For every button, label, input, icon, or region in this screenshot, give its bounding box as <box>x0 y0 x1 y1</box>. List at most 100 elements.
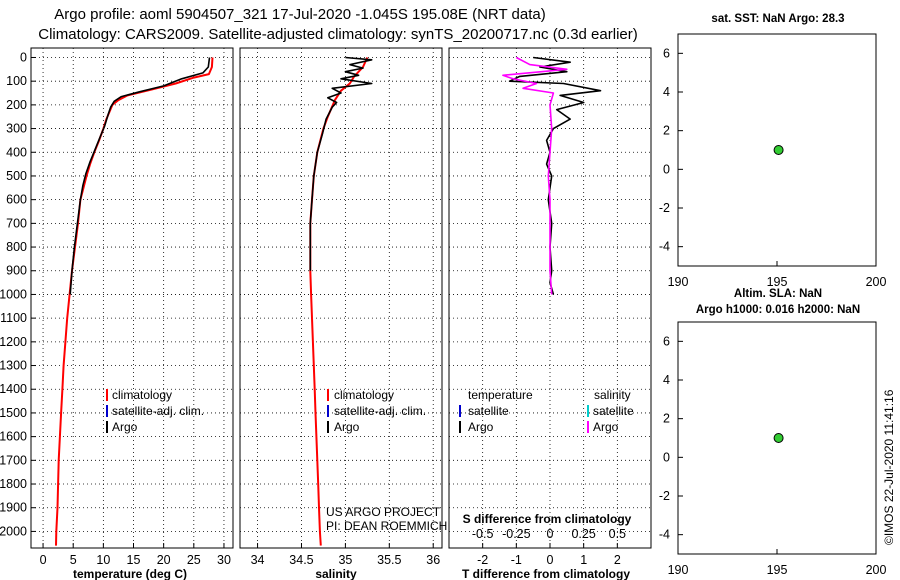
difference-legend: temperature salinity satellite Argo sate… <box>459 388 634 434</box>
data-point-marker <box>773 145 784 155</box>
legend-label: Argo <box>593 420 619 434</box>
x-tick-label: -1 <box>511 553 522 567</box>
difference-panel: -2 -1 0 1 2 -0.5 -0.25 0 0.25 0.5 <box>448 47 652 567</box>
x-tick-label-top: 0.5 <box>609 527 626 541</box>
series-line-s-argo-clim <box>502 56 568 295</box>
sla-panel: -4 -2 0 2 4 6 190 195 200 <box>659 321 887 577</box>
depth-tick-label: 1300 <box>0 359 27 373</box>
series-line-climatology <box>55 57 214 546</box>
x-tick-label: 30 <box>217 553 231 567</box>
y-tick-label: 0 <box>663 450 670 464</box>
x-tick-label: 10 <box>96 553 110 567</box>
x-tick-label: 20 <box>157 553 171 567</box>
y-tick-label: 0 <box>663 162 670 176</box>
salinity-axis-label: salinity <box>315 567 357 580</box>
x-tick-label: 2 <box>614 553 621 567</box>
imos-watermark: ©IMOS 22-Jul-2020 11:41:16 <box>882 389 896 545</box>
x-tick-label-top: -0.5 <box>472 527 494 541</box>
depth-axis: 0 100 200 300 400 500 600 700 800 900 1000 1100 1200… <box>0 50 36 538</box>
depth-tick-label: 800 <box>6 240 27 254</box>
x-tick-label: 35 <box>338 553 352 567</box>
panel-frame <box>30 47 234 549</box>
x-tick-label-top: 0.25 <box>571 527 595 541</box>
depth-tick-label: 1500 <box>0 406 27 420</box>
series-line-argo <box>309 56 373 271</box>
x-tick-label-top: -0.25 <box>502 527 531 541</box>
y-tick-label: 6 <box>663 46 670 60</box>
x-tick-label: 200 <box>866 275 887 289</box>
temperature-axis-label: temperature (deg C) <box>73 567 187 580</box>
depth-tick-label: 100 <box>6 74 27 88</box>
legend-label: satellite-adj. clim. <box>112 404 204 418</box>
x-tick-label: 195 <box>767 563 788 577</box>
y-tick-label: -2 <box>659 489 670 503</box>
series-line-climatology <box>309 57 369 546</box>
x-tick-label: 0 <box>40 553 47 567</box>
y-tick-label: 2 <box>663 412 670 426</box>
sst-title: sat. SST: NaN Argo: 28.3 <box>711 13 844 25</box>
depth-tick-label: 200 <box>6 98 27 112</box>
depth-tick-label: 1800 <box>0 477 27 491</box>
sla-title-line-1: Altim. SLA: NaN <box>734 288 822 300</box>
panel-frame <box>448 47 652 549</box>
panel-frame <box>677 321 877 555</box>
temperature-panel: 0 5 10 15 20 25 30 <box>30 47 234 567</box>
depth-tick-label: 1700 <box>0 453 27 467</box>
s-difference-axis-label: S difference from climatology <box>463 512 632 526</box>
legend-title-temperature: temperature <box>468 388 533 402</box>
x-tick-label: 34 <box>251 553 265 567</box>
x-tick-label: 0 <box>547 553 554 567</box>
y-tick-label: 2 <box>663 124 670 138</box>
sst-panel: -4 -2 0 2 4 6 190 195 200 <box>659 33 887 289</box>
legend-label: Argo <box>468 420 494 434</box>
depth-tick-label: 400 <box>6 145 27 159</box>
panel-frame <box>239 47 443 549</box>
temperature-legend: climatology satellite-adj. clim. Argo <box>106 388 204 434</box>
depth-tick-label: 700 <box>6 216 27 230</box>
depth-tick-label: 1400 <box>0 382 27 396</box>
legend-label: satellite <box>468 404 509 418</box>
depth-tick-label: 500 <box>6 169 27 183</box>
depth-tick-label: 1100 <box>0 311 27 325</box>
y-tick-label: 4 <box>663 85 670 99</box>
x-tick-label: 190 <box>668 563 689 577</box>
legend-label: satellite-adj. clim. <box>334 404 426 418</box>
depth-tick-label: 1200 <box>0 335 27 349</box>
depth-tick-label: 300 <box>6 122 27 136</box>
header-line-1: Argo profile: aoml 5904507_321 17-Jul-20… <box>54 6 545 23</box>
depth-tick-label: 1000 <box>0 287 27 301</box>
y-tick-label: -2 <box>659 201 670 215</box>
panel-frame <box>677 33 877 267</box>
legend-label: Argo <box>334 420 360 434</box>
x-tick-label: 25 <box>187 553 201 567</box>
depth-tick-label: 2000 <box>0 524 27 538</box>
y-tick-label: 4 <box>663 373 670 387</box>
credit-line-1: US ARGO PROJECT <box>326 505 441 519</box>
x-tick-label: 36 <box>426 553 440 567</box>
series-line-t-argo-clim <box>508 56 602 295</box>
x-tick-label: 15 <box>127 553 141 567</box>
x-tick-label-top: 0 <box>547 527 554 541</box>
legend-label: Argo <box>112 420 138 434</box>
x-tick-label: 1 <box>580 553 587 567</box>
salinity-legend: climatology satellite-adj. clim. Argo <box>327 388 426 434</box>
depth-tick-label: 1900 <box>0 501 27 515</box>
x-tick-label: 190 <box>668 275 689 289</box>
credit-line-2: PI: DEAN ROEMMICH <box>326 519 447 533</box>
x-tick-label: 200 <box>866 563 887 577</box>
header-line-2: Climatology: CARS2009. Satellite-adjuste… <box>38 26 637 43</box>
y-tick-label: -4 <box>659 528 670 542</box>
x-tick-label: 195 <box>767 275 788 289</box>
t-difference-axis-label: T difference from climatology <box>462 567 630 580</box>
depth-tick-label: 900 <box>6 264 27 278</box>
depth-tick-label: 1600 <box>0 430 27 444</box>
sla-title-line-2: Argo h1000: 0.016 h2000: NaN <box>696 304 860 316</box>
depth-tick-label: 600 <box>6 193 27 207</box>
data-point-marker <box>773 433 784 443</box>
legend-label: climatology <box>334 388 394 402</box>
x-tick-label: -2 <box>477 553 488 567</box>
salinity-panel: 34 34.5 35 35.5 36 <box>239 47 443 567</box>
y-tick-label: 6 <box>663 334 670 348</box>
